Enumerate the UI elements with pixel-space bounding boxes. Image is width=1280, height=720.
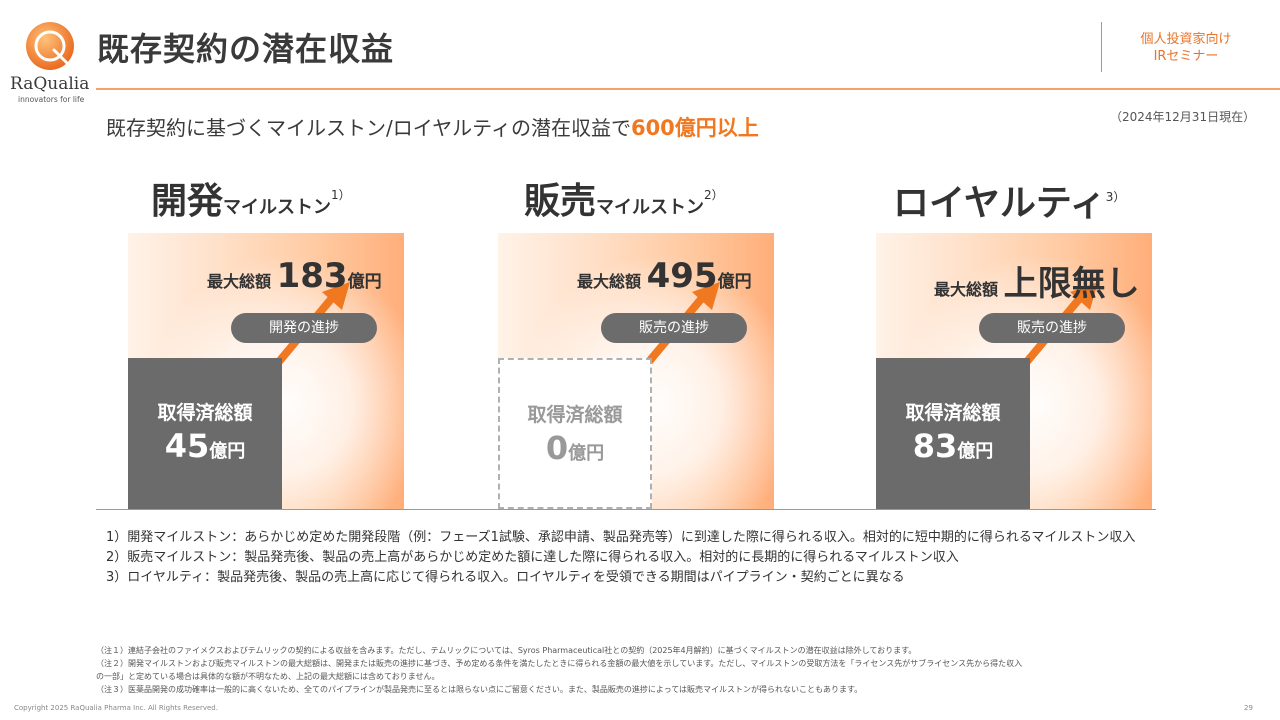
logo-mark-icon	[26, 22, 74, 70]
logo-wordmark: RaQualia	[10, 74, 90, 94]
progress-pill-development: 開発の進捗	[231, 313, 377, 343]
subtitle-text: 既存契約に基づくマイルストン/ロイヤルティの潜在収益で	[106, 116, 631, 140]
fine-print-line: （注２）開発マイルストンおよび販売マイルストンの最大総額は、開発または販売の進捗…	[96, 659, 1023, 668]
fine-print-line: （注３）医薬品開発の成功確率は一般的に高くないため、全てのパイプラインが製品発売…	[96, 685, 863, 694]
subtitle: 既存契約に基づくマイルストン/ロイヤルティの潜在収益で600億円以上	[106, 112, 759, 142]
progress-pill-sales: 販売の進捗	[601, 313, 747, 343]
page-title: 既存契約の潜在収益	[97, 30, 395, 68]
audience-label: 個人投資家向け IRセミナー	[1140, 32, 1232, 64]
page-number: 29	[1244, 704, 1253, 712]
as-of-date: （2024年12月31日現在）	[1110, 110, 1256, 124]
progress-pill-royalty: 販売の進捗	[979, 313, 1125, 343]
acquired-total-development: 取得済総額 45億円	[128, 358, 282, 509]
note-item: 3）ロイヤルティ：製品発売後、製品の売上高に応じて得られる収入。ロイヤルティを受…	[106, 570, 905, 585]
column-title-development: 開発マイルストン1）	[151, 181, 351, 222]
header-vertical-divider	[1101, 22, 1102, 72]
column-title-royalty: ロイヤルティ3）	[893, 183, 1126, 224]
definition-notes: 1）開発マイルストン：あらかじめ定めた開発段階（例：フェーズ1試験、承認申請、製…	[106, 528, 1135, 588]
acquired-total-royalty: 取得済総額 83億円	[876, 358, 1030, 509]
max-total-royalty: 最大総額 上限無し	[934, 264, 1140, 304]
fine-print-line: の一部」と定めている場合は具体的な額が不明なため、上記の最大総額には含めておりま…	[96, 672, 440, 681]
note-item: 2）販売マイルストン：製品発売後、製品の売上高があらかじめ定めた額に達した際に得…	[106, 550, 959, 565]
acquired-total-sales: 取得済総額 0億円	[498, 358, 652, 509]
fine-print: （注１）連結子会社のファイメクスおよびテムリックの契約による収益を含みます。ただ…	[96, 644, 1196, 696]
column-title-sales: 販売マイルストン2）	[524, 181, 724, 222]
logo-tagline: innovators for life	[18, 95, 85, 104]
copyright: Copyright 2025 RaQualia Pharma Inc. All …	[14, 704, 218, 712]
fine-print-line: （注１）連結子会社のファイメクスおよびテムリックの契約による収益を含みます。ただ…	[96, 646, 917, 655]
company-logo: RaQualia innovators for life	[10, 14, 90, 106]
header-divider	[96, 88, 1280, 90]
max-total-sales: 最大総額 495億円	[577, 256, 752, 296]
max-total-development: 最大総額 183億円	[207, 256, 382, 296]
note-item: 1）開発マイルストン：あらかじめ定めた開発段階（例：フェーズ1試験、承認申請、製…	[106, 530, 1136, 545]
subtitle-highlight: 600億円以上	[630, 116, 759, 140]
baseline-divider	[96, 509, 1156, 510]
